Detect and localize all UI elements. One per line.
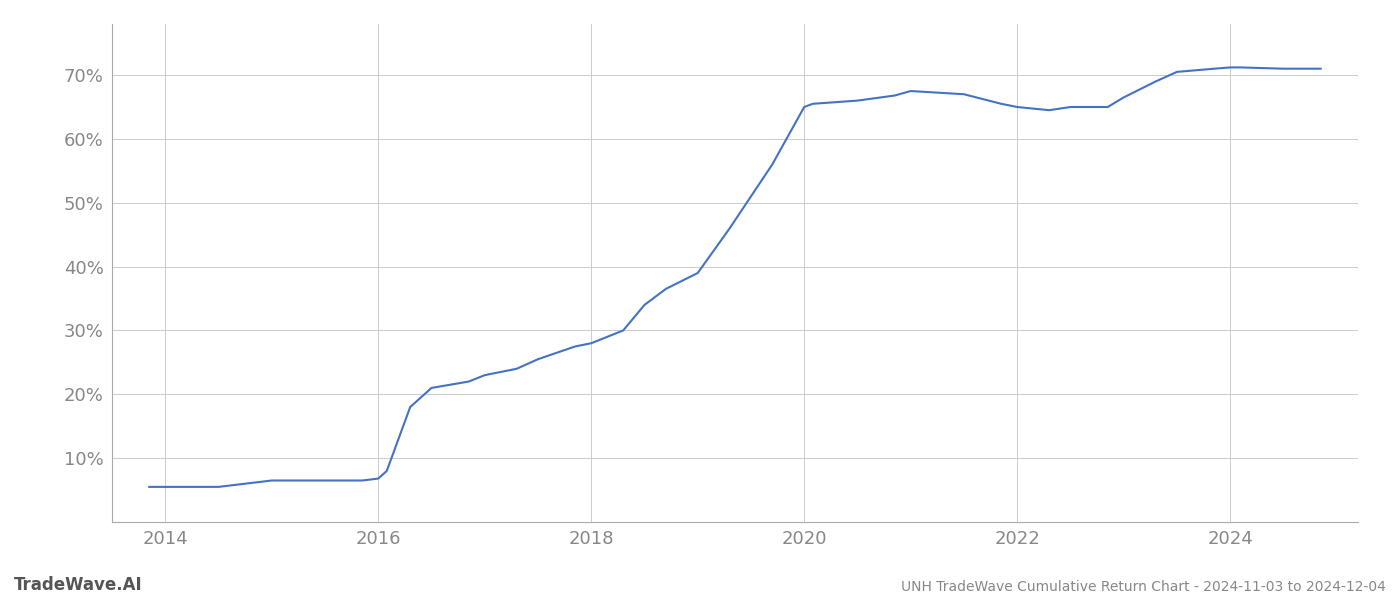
Text: UNH TradeWave Cumulative Return Chart - 2024-11-03 to 2024-12-04: UNH TradeWave Cumulative Return Chart - …: [902, 580, 1386, 594]
Text: TradeWave.AI: TradeWave.AI: [14, 576, 143, 594]
